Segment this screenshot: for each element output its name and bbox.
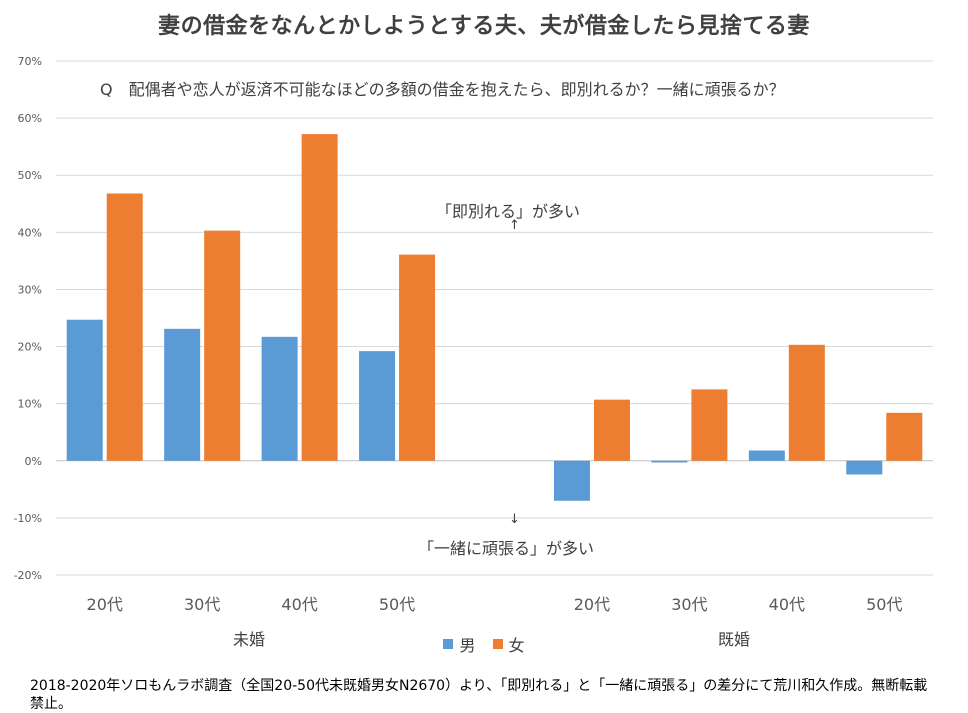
group-label-unmarried: 未婚 (233, 630, 266, 649)
bar-female (301, 134, 338, 461)
x-tick-label: 50代 (379, 595, 415, 614)
legend-item-male: 男 (443, 632, 475, 656)
bar-male (261, 336, 298, 461)
legend: 男 女 (0, 632, 968, 656)
legend-label-male: 男 (459, 636, 476, 655)
legend-item-female: 女 (492, 632, 525, 656)
bar-female (593, 399, 630, 461)
bar-female (106, 193, 143, 461)
group-label-married: 既婚 (718, 630, 751, 649)
legend-label-female: 女 (508, 636, 525, 655)
x-tick-label: 30代 (184, 595, 220, 614)
y-tick-label: -20% (14, 569, 42, 582)
bar-female (788, 344, 825, 461)
y-tick-label: 70% (18, 55, 42, 68)
bar-male (66, 319, 103, 461)
bar-female (399, 254, 436, 461)
survey-question: Q 配偶者や恋人が返済不可能なほどの多額の借金を抱えたら、即別れるか？一緒に頑張… (100, 80, 785, 99)
x-tick-label: 40代 (281, 595, 317, 614)
y-tick-label: 30% (18, 283, 42, 296)
chart-title: 妻の借金をなんとかしようとする夫、夫が借金したら見捨てる妻 (158, 14, 810, 39)
bar-male (748, 450, 785, 461)
bar-male (359, 351, 396, 461)
x-tick-label: 20代 (574, 595, 610, 614)
y-tick-label: 0% (25, 455, 42, 468)
x-tick-label: 20代 (87, 595, 123, 614)
y-tick-label: 50% (18, 169, 42, 182)
legend-swatch-male (443, 639, 454, 649)
arrow-up-icon: ↑ (509, 218, 520, 233)
x-tick-label: 30代 (671, 595, 707, 614)
bar-male (651, 460, 688, 463)
y-tick-label: -10% (14, 512, 42, 525)
y-tick-label: 40% (18, 226, 42, 239)
arrow-down-icon: ↓ (509, 512, 520, 527)
y-tick-label: 10% (18, 398, 42, 411)
bar-female (691, 389, 728, 461)
y-tick-label: 20% (18, 341, 42, 354)
bar-male (553, 460, 590, 501)
legend-swatch-female (492, 639, 503, 649)
annotation-together-more: 「一緒に頑張る」が多い (418, 539, 595, 558)
bar-female (204, 230, 241, 461)
footnote: 2018-2020年ソロもんラボ調査（全国20-50代未既婚男女N2670）より… (30, 678, 928, 712)
y-tick-label: 60% (18, 112, 42, 125)
bar-male (846, 460, 883, 475)
bar-male (164, 328, 201, 461)
annotation-separate-more: 「即別れる」が多い (436, 202, 581, 221)
bar-female (886, 412, 923, 461)
x-tick-label: 50代 (866, 595, 902, 614)
x-tick-label: 40代 (769, 595, 805, 614)
